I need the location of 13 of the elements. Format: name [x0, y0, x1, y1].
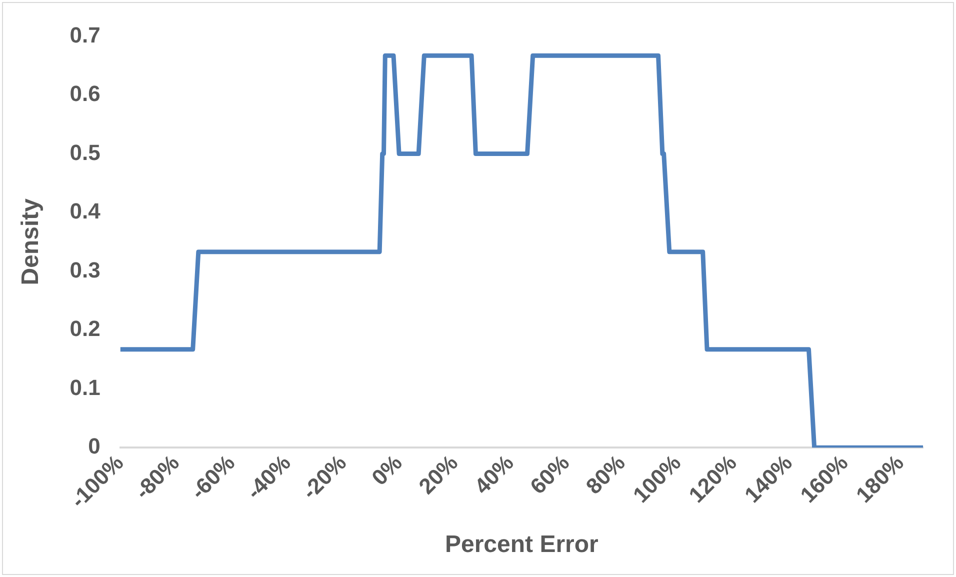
x-axis-title: Percent Error	[444, 531, 598, 558]
y-tick-label: 0.4	[70, 198, 102, 224]
x-tick-label: 40%	[470, 450, 518, 499]
y-tick-label: 0.6	[70, 81, 100, 106]
y-tick-label: 0.3	[70, 257, 100, 282]
y-tick-label: 0.1	[70, 374, 100, 400]
y-tick-label: 0.2	[70, 316, 100, 342]
y-tick-label: 0	[88, 434, 100, 459]
y-axis-title: Density	[17, 198, 44, 286]
y-tick-label: 0.5	[70, 140, 100, 165]
x-tick-label: 0%	[366, 450, 407, 490]
x-tick-label: 60%	[525, 450, 574, 499]
y-tick-label: 0.7	[70, 22, 100, 48]
